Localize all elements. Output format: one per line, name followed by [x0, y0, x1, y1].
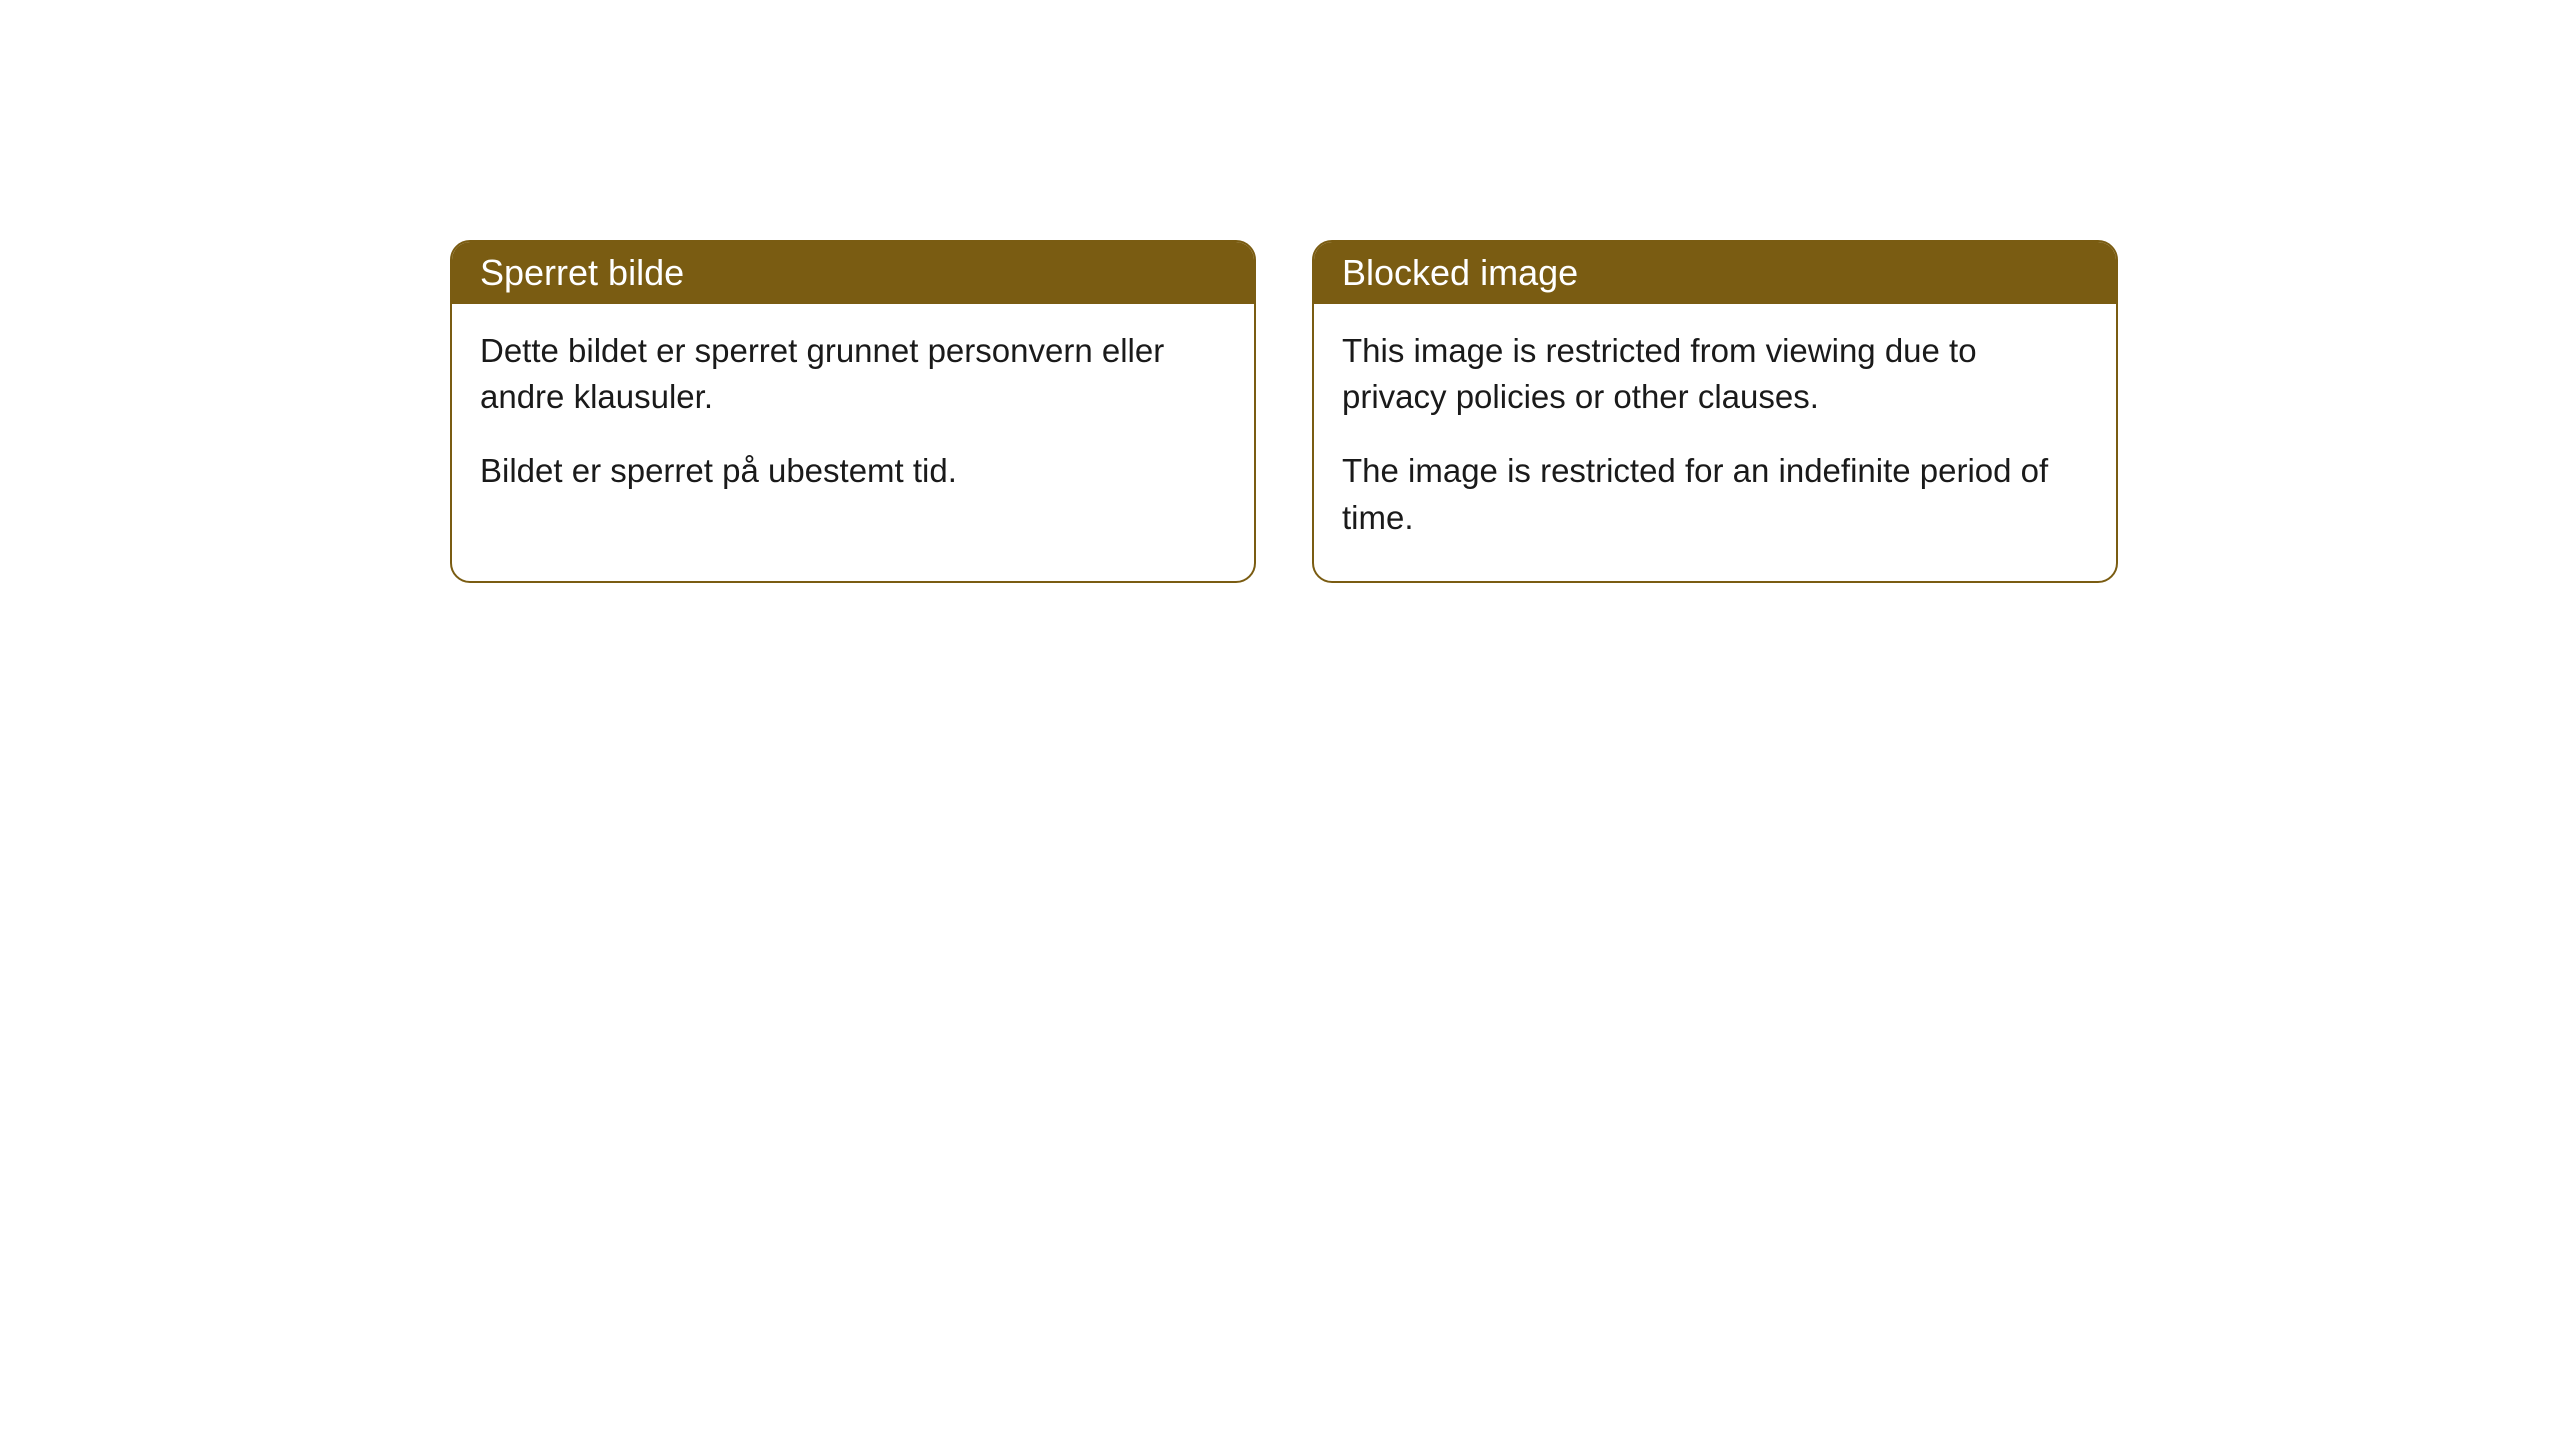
card-header: Blocked image	[1314, 242, 2116, 304]
card-paragraph: Bildet er sperret på ubestemt tid.	[480, 448, 1226, 494]
blocked-image-card-norwegian: Sperret bilde Dette bildet er sperret gr…	[450, 240, 1256, 583]
card-paragraph: This image is restricted from viewing du…	[1342, 328, 2088, 420]
card-paragraph: Dette bildet er sperret grunnet personve…	[480, 328, 1226, 420]
notice-cards-container: Sperret bilde Dette bildet er sperret gr…	[450, 240, 2118, 583]
card-title: Sperret bilde	[480, 252, 684, 293]
card-header: Sperret bilde	[452, 242, 1254, 304]
card-title: Blocked image	[1342, 252, 1578, 293]
blocked-image-card-english: Blocked image This image is restricted f…	[1312, 240, 2118, 583]
card-body: Dette bildet er sperret grunnet personve…	[452, 304, 1254, 535]
card-body: This image is restricted from viewing du…	[1314, 304, 2116, 581]
card-paragraph: The image is restricted for an indefinit…	[1342, 448, 2088, 540]
